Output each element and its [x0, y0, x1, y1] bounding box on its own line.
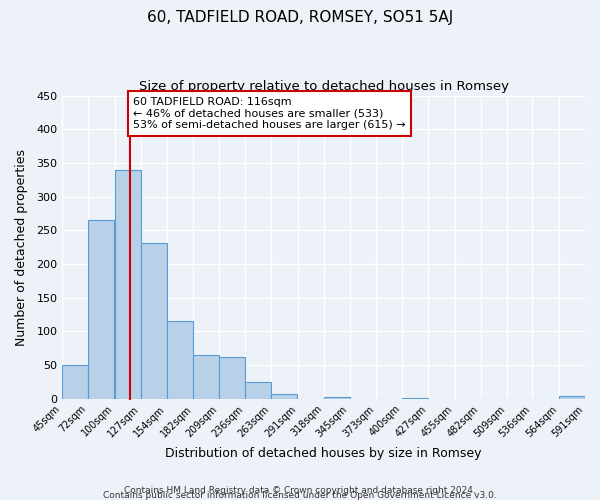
Bar: [559, 396, 585, 399]
Bar: [88, 220, 114, 399]
Bar: [193, 355, 220, 399]
Bar: [220, 357, 245, 399]
Bar: [62, 365, 88, 399]
X-axis label: Distribution of detached houses by size in Romsey: Distribution of detached houses by size …: [166, 447, 482, 460]
Text: Contains public sector information licensed under the Open Government Licence v3: Contains public sector information licen…: [103, 491, 497, 500]
Bar: [402, 398, 428, 399]
Bar: [141, 242, 167, 399]
Text: 60, TADFIELD ROAD, ROMSEY, SO51 5AJ: 60, TADFIELD ROAD, ROMSEY, SO51 5AJ: [147, 10, 453, 25]
Title: Size of property relative to detached houses in Romsey: Size of property relative to detached ho…: [139, 80, 509, 93]
Text: Contains HM Land Registry data © Crown copyright and database right 2024.: Contains HM Land Registry data © Crown c…: [124, 486, 476, 495]
Bar: [323, 397, 350, 399]
Bar: [245, 382, 271, 399]
Bar: [115, 170, 141, 399]
Bar: [167, 322, 193, 399]
Text: 60 TADFIELD ROAD: 116sqm
← 46% of detached houses are smaller (533)
53% of semi-: 60 TADFIELD ROAD: 116sqm ← 46% of detach…: [133, 97, 406, 130]
Y-axis label: Number of detached properties: Number of detached properties: [15, 148, 28, 346]
Bar: [271, 394, 297, 399]
